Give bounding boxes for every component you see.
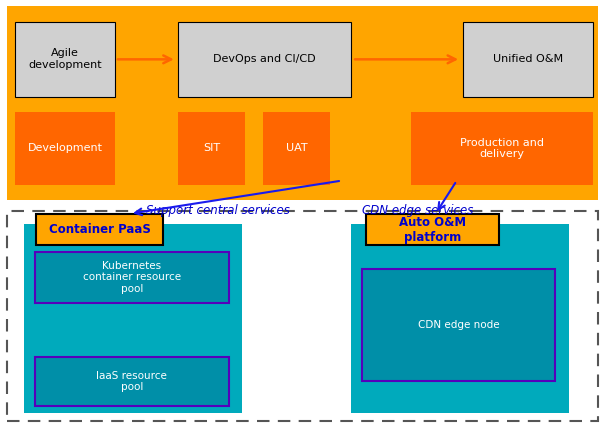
Text: Kubernetes
container resource
pool: Kubernetes container resource pool <box>83 261 181 294</box>
Bar <box>351 224 569 413</box>
Bar <box>35 357 229 406</box>
Text: Production and
delivery: Production and delivery <box>460 138 544 159</box>
Bar <box>24 224 242 413</box>
Text: Auto O&M
platform: Auto O&M platform <box>399 215 466 244</box>
Text: CDN edge services: CDN edge services <box>362 204 473 217</box>
Bar <box>178 22 351 97</box>
Bar <box>178 112 245 185</box>
Text: Agile
development: Agile development <box>28 48 102 70</box>
Bar <box>35 252 229 303</box>
Bar <box>15 22 115 97</box>
Bar <box>7 6 598 200</box>
Text: SIT: SIT <box>203 143 220 154</box>
Text: Development: Development <box>28 143 102 154</box>
Text: Unified O&M: Unified O&M <box>493 54 563 64</box>
Bar <box>15 112 115 185</box>
Text: UAT: UAT <box>286 143 307 154</box>
Bar <box>36 214 163 245</box>
Text: DevOps and CI/CD: DevOps and CI/CD <box>214 54 316 64</box>
Bar <box>411 112 593 185</box>
Text: CDN edge node: CDN edge node <box>418 319 499 330</box>
Bar <box>463 22 593 97</box>
Bar <box>362 269 555 381</box>
Bar <box>366 214 499 245</box>
Bar <box>7 211 598 421</box>
Text: Container PaaS: Container PaaS <box>49 223 151 236</box>
Text: Support central services: Support central services <box>146 204 290 217</box>
Bar <box>263 112 330 185</box>
Text: IaaS resource
pool: IaaS resource pool <box>96 371 168 393</box>
